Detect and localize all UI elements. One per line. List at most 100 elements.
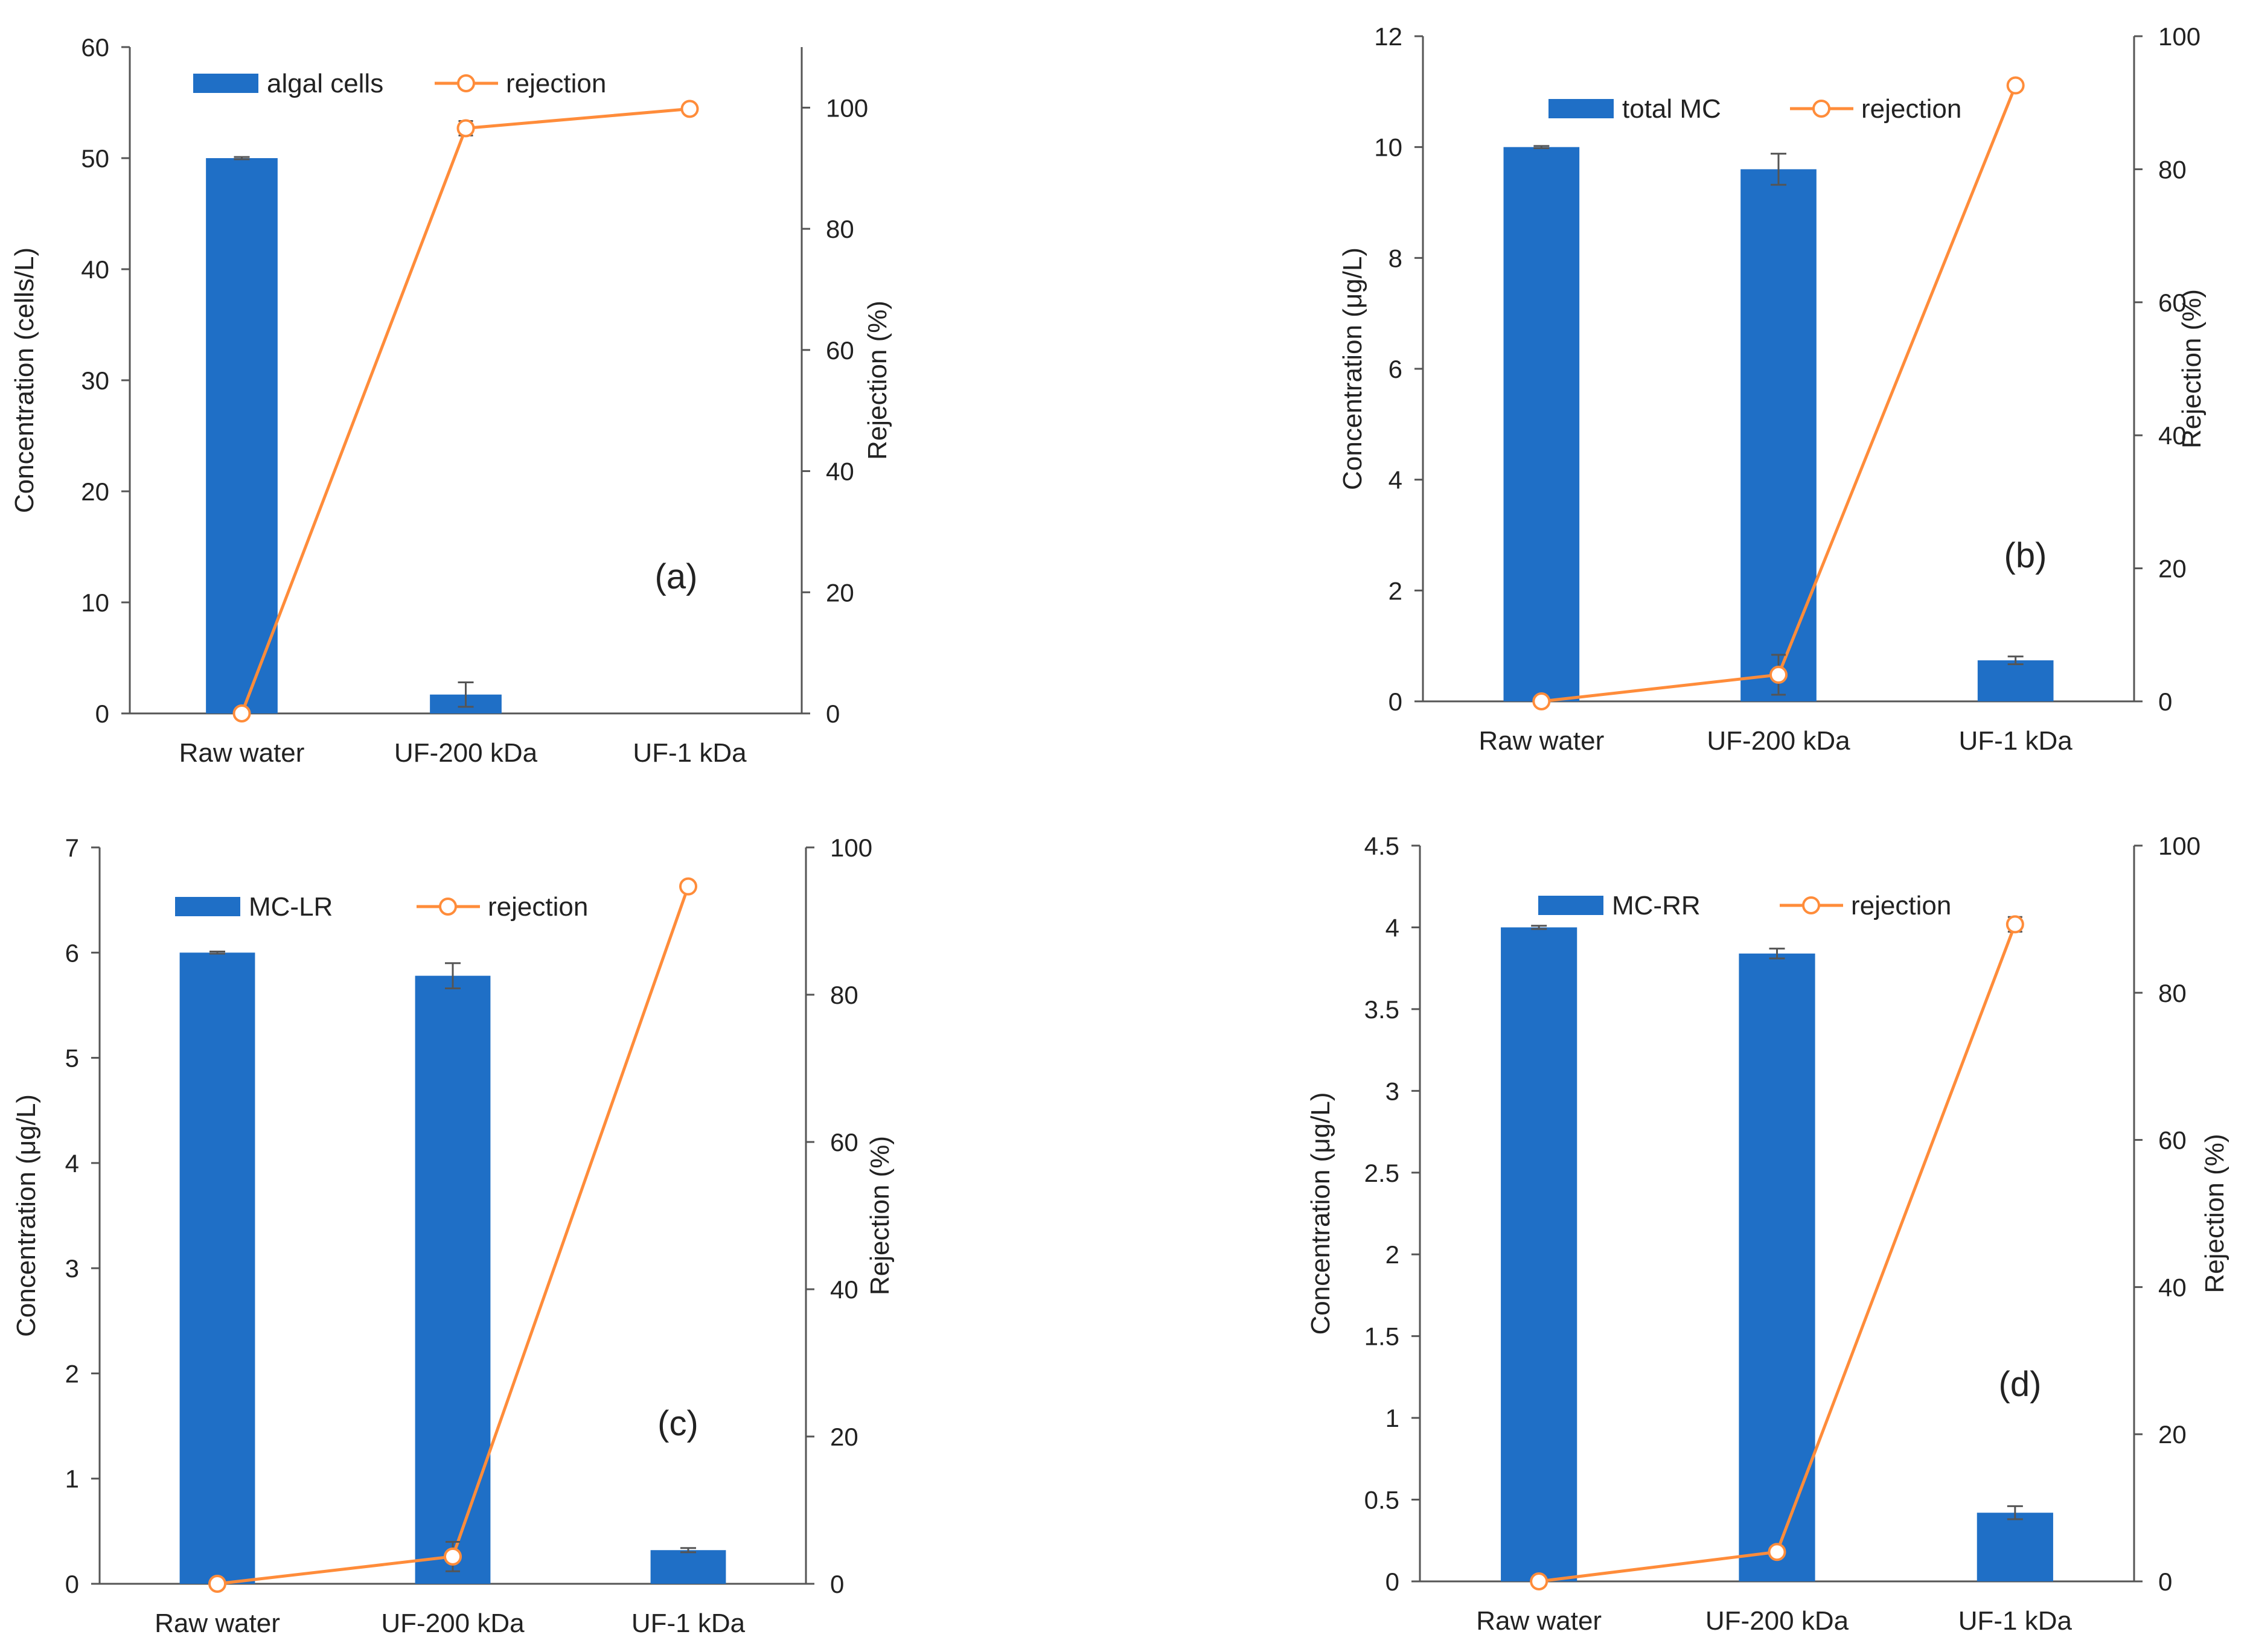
- legend-label: algal cells: [267, 69, 383, 98]
- bar: [1501, 927, 1577, 1581]
- x-tick-label: UF-1 kDa: [631, 1609, 746, 1638]
- y-tick-label: 6: [1389, 355, 1402, 383]
- legend-bar-swatch: [1548, 99, 1614, 118]
- y-tick-label: 2: [65, 1359, 79, 1388]
- y2-tick-label: 100: [826, 94, 868, 122]
- y-tick-label: 2.5: [1364, 1159, 1399, 1187]
- x-tick-label: UF-200 kDa: [1705, 1606, 1849, 1636]
- y-tick-label: 2: [1385, 1240, 1399, 1269]
- y-axis-title: Concentration (cells/L): [10, 247, 39, 513]
- chart-panel-c: 0 1 2 3 4 5 6 7 0 20 40 60 80 100 Raw water UF-200 kDa U…: [11, 834, 895, 1638]
- rejection-point: [444, 1547, 462, 1566]
- y2-axis-title: Rejection (%): [2177, 289, 2207, 448]
- rejection-point: [1768, 1543, 1786, 1561]
- y2-tick-label: 20: [826, 578, 854, 607]
- y2-tick-label: 80: [830, 981, 858, 1009]
- y-tick-label: 10: [81, 588, 109, 617]
- y2-tick-label: 80: [2158, 155, 2187, 183]
- y2-tick-label: 0: [830, 1570, 844, 1598]
- x-tick-label: UF-200 kDa: [394, 738, 538, 768]
- y-tick-label: 30: [81, 366, 109, 395]
- x-tick-label: UF-200 kDa: [381, 1609, 525, 1638]
- y2-axis-title: Rejection (%): [865, 1136, 895, 1295]
- y2-tick-label: 80: [2158, 979, 2187, 1007]
- y-tick-label: 10: [1374, 133, 1402, 162]
- bar: [1740, 169, 1817, 701]
- legend-marker: [1802, 896, 1820, 914]
- y-tick-label: 6: [65, 939, 79, 967]
- chart-panel-d: 0 0.5 1 1.5 2 2.5 3 3.5 4 4.5 0 20 40 60 80 100 Raw wate…: [1306, 832, 2229, 1636]
- rejection-point: [1532, 692, 1551, 710]
- y2-tick-label: 0: [2158, 1567, 2172, 1596]
- y-tick-label: 5: [65, 1044, 79, 1073]
- y2-tick-label: 80: [826, 215, 854, 243]
- y-tick-label: 0: [1389, 687, 1402, 716]
- y2-tick-label: 60: [826, 336, 854, 365]
- y-tick-label: 4: [65, 1149, 79, 1178]
- legend-marker: [439, 898, 457, 916]
- legend-label: rejection: [1861, 94, 1961, 124]
- y-tick-label: 4.5: [1364, 832, 1399, 860]
- chart-panel-a: 0 10 20 30 40 50 60 0 20 40 60 80 100 Raw water UF-200…: [10, 33, 892, 768]
- x-tick-label: Raw water: [1478, 726, 1604, 756]
- bar: [1503, 147, 1580, 701]
- legend-bar-swatch: [175, 897, 240, 916]
- x-tick-label: Raw water: [1476, 1606, 1602, 1636]
- legend-marker: [457, 74, 475, 92]
- y-tick-label: 1: [1385, 1404, 1399, 1432]
- y-axis-title: Concentration (μg/L): [1306, 1092, 1335, 1335]
- legend-label: rejection: [1851, 891, 1951, 920]
- y-tick-label: 4: [1389, 466, 1402, 494]
- x-tick-label: UF-1 kDa: [1959, 726, 2073, 756]
- y2-tick-label: 0: [826, 700, 840, 728]
- y2-tick-label: 60: [2158, 1126, 2187, 1155]
- y-axis-title: Concentration (μg/L): [11, 1094, 41, 1337]
- bar: [650, 1550, 726, 1584]
- y2-tick-label: 60: [830, 1128, 858, 1156]
- legend-label: total MC: [1622, 94, 1721, 124]
- legend-bar-swatch: [193, 74, 258, 93]
- panel-label: (b): [2004, 536, 2047, 575]
- rejection-point: [679, 877, 697, 896]
- bar: [1977, 660, 2054, 701]
- rejection-point: [208, 1575, 226, 1593]
- y-tick-label: 0.5: [1364, 1486, 1399, 1514]
- y-tick-label: 12: [1374, 22, 1402, 51]
- y2-tick-label: 40: [830, 1275, 858, 1304]
- x-tick-label: UF-1 kDa: [633, 738, 747, 768]
- legend-label: rejection: [488, 892, 588, 922]
- x-tick-label: UF-200 kDa: [1707, 726, 1850, 756]
- y-tick-label: 40: [81, 255, 109, 284]
- bar: [415, 975, 491, 1584]
- bar: [1977, 1513, 2053, 1581]
- legend-label: MC-LR: [249, 892, 333, 922]
- y-tick-label: 3: [65, 1254, 79, 1283]
- y2-tick-label: 20: [2158, 555, 2187, 583]
- y-tick-label: 2: [1389, 576, 1402, 605]
- rejection-point: [2006, 915, 2024, 934]
- x-tick-label: UF-1 kDa: [1958, 1606, 2073, 1636]
- x-tick-label: Raw water: [179, 738, 305, 768]
- y2-tick-label: 0: [2158, 687, 2172, 716]
- y-tick-label: 0: [95, 700, 109, 728]
- y2-tick-label: 40: [2158, 1273, 2187, 1301]
- legend: MC-LR rejection: [175, 892, 588, 922]
- y-tick-label: 1.5: [1364, 1322, 1399, 1351]
- y-tick-label: 20: [81, 477, 109, 506]
- panel-label: (a): [655, 557, 698, 596]
- legend: algal cells rejection: [193, 69, 606, 98]
- y2-axis-title: Rejection (%): [2200, 1134, 2229, 1293]
- y2-tick-label: 100: [2158, 22, 2200, 51]
- y-tick-label: 60: [81, 33, 109, 62]
- rejection-point: [232, 704, 251, 722]
- y2-tick-label: 60: [2158, 289, 2187, 317]
- y-tick-label: 50: [81, 144, 109, 173]
- y2-tick-label: 100: [830, 834, 872, 862]
- y2-tick-label: 20: [2158, 1420, 2187, 1449]
- legend: total MC rejection: [1548, 94, 1961, 124]
- panel-label: (d): [1999, 1365, 2042, 1404]
- bar: [206, 158, 278, 713]
- y-tick-label: 1: [65, 1465, 79, 1493]
- bar: [179, 952, 255, 1584]
